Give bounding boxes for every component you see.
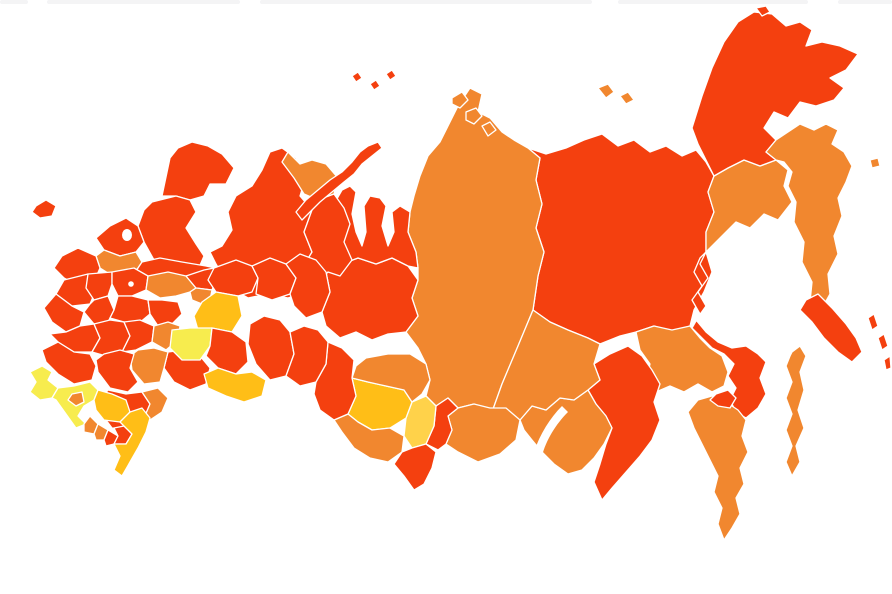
region-kaliningrad[interactable] [31,199,57,219]
region-orenburg[interactable] [203,367,267,403]
top-edge-fragments [0,0,892,4]
region-bashkortostan[interactable] [205,327,249,375]
region-kuril-islands[interactable] [877,333,889,351]
region-severnaya-zemlya[interactable] [465,107,483,125]
region-arctic-islet[interactable] [369,79,381,91]
region-tuva[interactable] [445,403,521,463]
region-new-siberian-islands[interactable] [597,83,615,99]
region-jewish-ao[interactable] [709,389,737,409]
top-fragment [260,0,592,4]
top-fragment [838,0,892,4]
region-chelyabinsk[interactable] [247,315,295,381]
region-murmansk[interactable] [161,141,235,201]
region-ryazan[interactable] [109,295,151,325]
region-kurgan[interactable] [285,325,329,387]
region-severnaya-zemlya[interactable] [481,121,497,137]
region-yakutia[interactable] [527,133,715,345]
region-kirov[interactable] [207,259,259,297]
region-tatarstan[interactable] [169,327,213,361]
region-mordovia[interactable] [147,299,183,327]
region-arctic-islet[interactable] [385,69,397,81]
region-tambov[interactable] [121,319,155,353]
region-rostov[interactable] [41,341,97,385]
region-novaya-zemlya[interactable] [295,141,383,221]
region-dagestan[interactable] [113,407,151,477]
region-kuril-islands[interactable] [867,313,879,331]
regions-layer [29,5,892,541]
region-primorye[interactable] [687,395,749,541]
region-altai-krai[interactable] [333,413,405,463]
region-arctic-islet[interactable] [351,71,363,83]
region-new-siberian-islands[interactable] [619,91,635,105]
region-sverdlovsk[interactable] [285,253,331,319]
region-kuril-islands[interactable] [883,355,892,371]
region-astrakhan[interactable] [141,387,169,421]
region-wrangel-island[interactable] [755,5,771,17]
region-khabarovsk[interactable] [691,251,767,419]
lake-baikal [534,406,568,456]
top-fragment [47,0,240,4]
region-yamalo-nenets[interactable] [333,185,419,269]
top-fragment [618,0,808,4]
region-sakhalin[interactable] [785,345,807,477]
region-severnaya-zemlya[interactable] [451,91,469,109]
lake-ladoga [122,229,132,241]
region-altai-republic[interactable] [393,443,437,491]
top-fragment [0,0,28,4]
moscow-city-cutout [128,281,134,287]
region-kamchatka[interactable] [765,123,853,313]
region-volgograd[interactable] [95,349,139,393]
region-commander-island[interactable] [869,157,881,169]
region-adygea[interactable] [67,391,85,407]
region-kamchatka-south[interactable] [799,293,863,363]
region-tomsk[interactable] [351,353,431,403]
water-layer [122,229,568,456]
